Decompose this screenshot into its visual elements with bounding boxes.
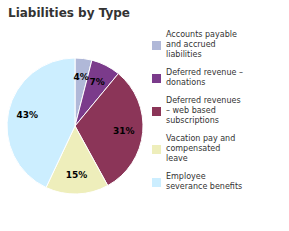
html-text:leave: leave xyxy=(166,154,188,163)
svg-text:43%: 43% xyxy=(16,110,38,120)
html-text:Liabilities by Type: Liabilities by Type xyxy=(8,6,130,20)
svg-text:7%: 7% xyxy=(90,77,105,87)
html-text:liabilities: liabilities xyxy=(166,50,202,59)
html-text:compensated: compensated xyxy=(166,144,221,153)
svg-text:15%: 15% xyxy=(66,170,88,180)
html-text:Employee: Employee xyxy=(166,172,206,181)
svg-text:4%: 4% xyxy=(73,72,88,82)
html-text:donations: donations xyxy=(166,78,206,87)
html-text:Vacation pay and: Vacation pay and xyxy=(166,134,236,143)
html-text:severance benefits: severance benefits xyxy=(166,182,243,191)
html-text:Deferred revenue –: Deferred revenue – xyxy=(166,68,243,77)
html-text:Deferred revenues: Deferred revenues xyxy=(166,96,241,105)
html-text:and accrued: and accrued xyxy=(166,40,216,49)
html-text:– web based: – web based xyxy=(166,106,216,115)
html-text:Accounts payable: Accounts payable xyxy=(166,30,237,39)
html-text:subscriptions: subscriptions xyxy=(166,116,219,125)
svg-text:31%: 31% xyxy=(113,126,135,136)
